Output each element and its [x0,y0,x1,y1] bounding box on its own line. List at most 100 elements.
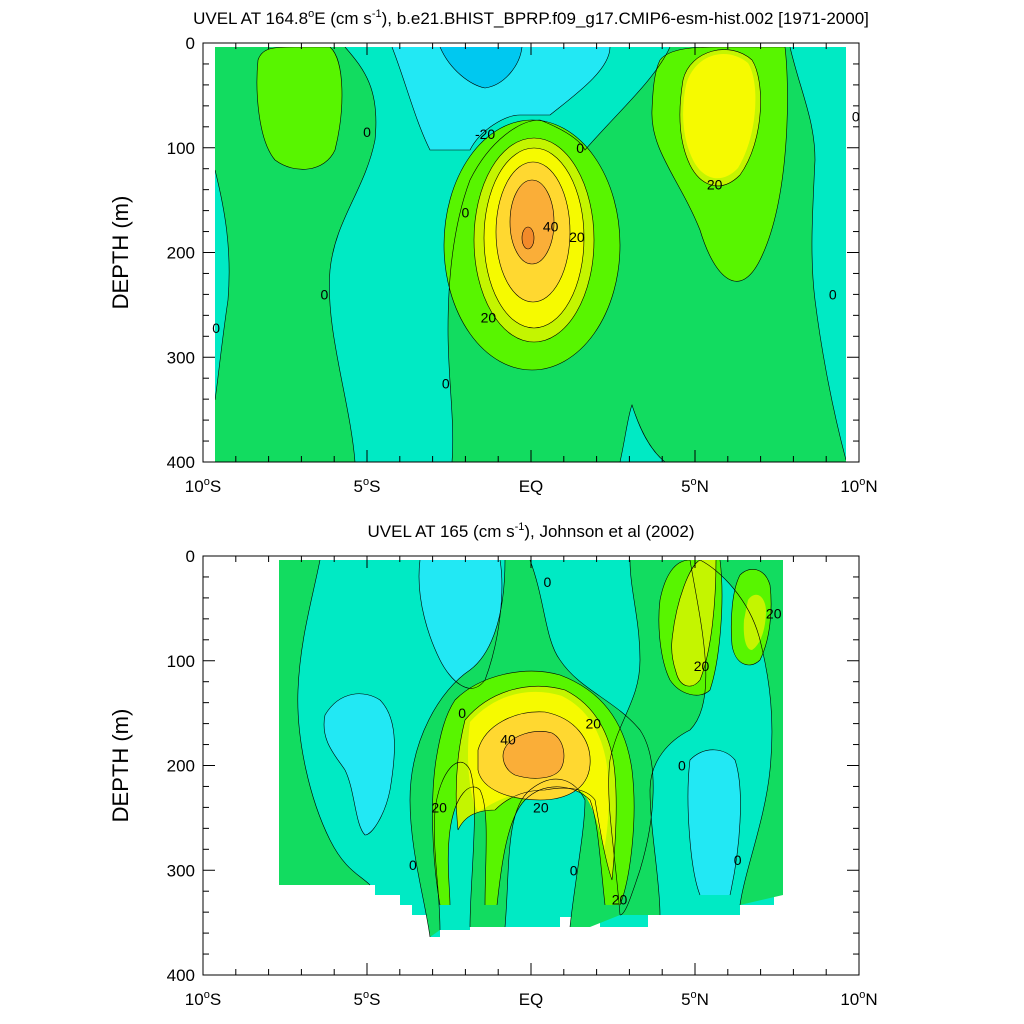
contour-label: 0 [320,286,328,302]
contour-label: 0 [576,140,584,156]
y-axis-label: DEPTH (m) [108,709,133,823]
isoline-10-west [256,47,343,170]
isoline-0-center-d [504,778,586,928]
isoline-neg30 [439,47,523,89]
isoline-0-east-b [649,560,707,916]
x-tick-label: 10oN [840,989,877,1009]
equatorial-undercurrent-observations [478,711,591,800]
isoline-20-center [455,685,617,881]
contour-fill-neg20-north [392,47,610,150]
contour-label: 0 [458,705,466,721]
y-tick-label: 200 [167,244,195,263]
isoline-neg20 [391,47,611,151]
contour-fill-neg10-east [790,47,846,460]
isoline-neg20-east [687,749,741,896]
y-tick-label: 300 [167,861,195,880]
chart-title: UVEL AT 165 (cm s-1), Johnson et al (200… [368,521,695,541]
contour-fill-neg30-north [440,47,522,88]
isoline-neg20-west [323,693,395,836]
necc-model [651,47,788,282]
isoline-20-eq [473,137,595,343]
isoline-0-east-c [699,560,773,906]
x-tick-label: 10oN [840,476,877,496]
isoline-10-north [658,560,723,696]
y-tick-label: 300 [167,348,195,367]
contour-label: 0 [570,862,578,878]
x-tick-label: 10oS [185,989,221,1009]
contour-label: 0 [442,375,450,391]
y-axis-label: DEPTH (m) [108,196,133,310]
x-tick-label: 5oS [354,476,381,496]
isoline-40-center [477,711,591,801]
x-tick-label: 5oN [681,476,709,496]
contour-label: 40 [500,731,516,747]
contour-lines-model [215,47,846,462]
x-tick-label: 5oS [354,989,381,1009]
axes-model: UVEL AT 164.8oE (cm s-1), b.e21.BHIST_BP… [108,8,878,496]
isoline-10-north [651,47,788,282]
contour-label: 0 [734,852,742,868]
y-tick-label: 0 [186,34,195,53]
y-tick-label: 400 [167,453,195,472]
isoline-0-center-a [529,560,654,916]
contour-label: 0 [462,205,470,221]
chart-title: UVEL AT 164.8oE (cm s-1), b.e21.BHIST_BP… [193,8,869,28]
isoline-0-west [215,169,230,401]
contour-fill-20-east [743,594,766,650]
contour-fill-0-east [608,560,783,915]
y-tick-label: 0 [186,547,195,566]
contour-label: 0 [363,124,371,140]
contour-fill-neg10-north [329,47,670,462]
isoline-40-eq [495,161,571,303]
contour-fill-10-west [256,47,342,170]
isoline-0-center [447,47,671,462]
necc-observations [658,560,772,696]
contour-labels-observations: 0 20 20 0 20 40 0 20 20 0 0 0 20 [409,574,782,907]
contour-label: 0 [678,758,686,774]
isoline-10-center [432,670,635,906]
contour-label: 40 [543,218,559,234]
isoline-0-center-b [409,560,506,938]
axes-observations: UVEL AT 165 (cm s-1), Johnson et al (200… [108,521,878,1009]
isoline-0-east-a [608,560,641,916]
contour-fill-50-eq [510,180,554,264]
isoline-0-bottom [619,404,666,462]
isoline-0-west [297,560,371,886]
contour-label: 0 [409,857,417,873]
x-tick-label: EQ [519,477,544,496]
x-tick-label: 10oS [185,476,221,496]
contour-fill-neg10-bottom [620,405,665,462]
x-tick-label: EQ [519,990,544,1009]
contour-fill-neg20-east [688,749,741,895]
x-tick-label: 5oN [681,989,709,1009]
y-tick-label: 200 [167,757,195,776]
isoline-30-eq [483,147,585,329]
contour-label: -20 [475,126,495,142]
isoline-10-east [730,568,772,666]
equatorial-undercurrent-model [444,120,620,370]
contour-fill-50-center [503,731,564,779]
isoline-50-eq [509,179,555,265]
isoline-0-center-c [434,761,475,931]
contour-label: 20 [694,658,710,674]
y-tick-label: 100 [167,652,195,671]
y-tick-label: 100 [167,139,195,158]
contour-label: 0 [852,108,860,124]
contour-field-model [215,47,846,462]
isoline-50-center [502,731,565,779]
contour-label: 20 [569,229,585,245]
isoline-10-eq [443,119,621,371]
isoline-0-north [329,47,377,462]
isoline-0-east [789,47,846,461]
contour-label: 20 [533,799,549,815]
isoline-20-north [671,560,717,687]
contour-label: 0 [544,574,552,590]
contour-labels-model: 0 -20 0 0 0 40 20 20 0 0 0 20 0 [212,108,860,391]
contour-label: 20 [431,799,447,815]
isoline-20-north [679,49,761,187]
contour-label: 20 [766,606,782,622]
contour-label: 0 [212,320,220,336]
contour-fill-0-west [279,560,370,885]
